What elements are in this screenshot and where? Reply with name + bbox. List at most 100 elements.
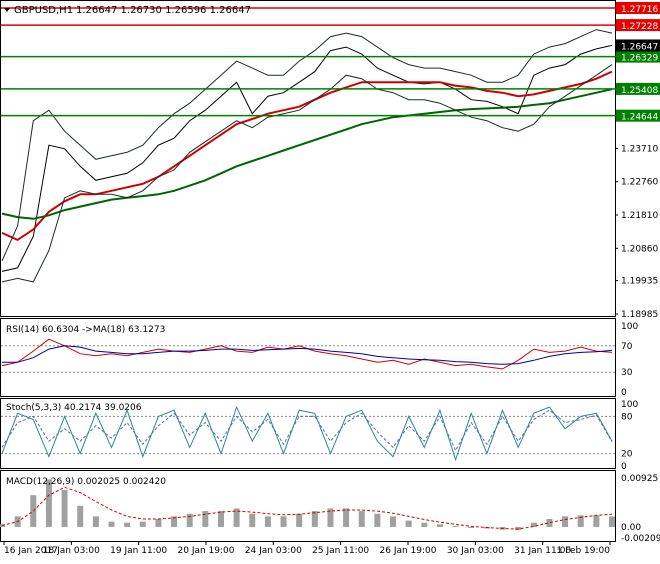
macd-histogram-bar xyxy=(77,505,84,527)
macd-histogram-bar xyxy=(233,508,240,527)
macd-histogram-bar xyxy=(374,513,381,527)
macd-histogram-bar xyxy=(61,489,68,527)
macd-histogram-bar xyxy=(515,526,522,531)
macd-histogram-bar xyxy=(249,513,256,527)
level-tag-1.25408 xyxy=(616,82,660,95)
rsi-tick-label: 100 xyxy=(621,322,638,332)
time-tick-label: 26 Jan 19:00 xyxy=(380,546,437,556)
stoch-tick-label: 80 xyxy=(621,412,633,422)
macd-histogram-bar xyxy=(562,516,569,527)
level-tag-label: 1.24644 xyxy=(621,113,658,123)
macd-histogram-bar xyxy=(468,526,475,528)
macd-histogram-bar xyxy=(92,516,99,527)
level-tag-label: 1.27716 xyxy=(621,5,658,15)
current-price-label: 1.26647 xyxy=(621,42,658,52)
macd-histogram-bar xyxy=(186,513,193,527)
macd-histogram-bar xyxy=(452,525,459,527)
series-rsi xyxy=(1,338,613,370)
macd-plot-layer xyxy=(0,479,615,531)
macd-histogram-bar xyxy=(280,516,287,527)
macd-tick-label: -0.00209 xyxy=(621,534,660,544)
level-tag-1.27716 xyxy=(616,2,660,14)
macd-histogram-bar xyxy=(390,516,397,527)
axis-layer: 1.27716 1.27228 1.26329 1.25408 1.24644 1.266… xyxy=(3,2,660,556)
time-tick-label: 25 Jan 11:00 xyxy=(312,546,369,556)
macd-histogram-bar xyxy=(108,521,115,527)
macd-histogram-bar xyxy=(45,479,52,527)
price-tick-label: 1.22760 xyxy=(621,178,658,188)
stoch-panel[interactable] xyxy=(0,398,616,469)
rsi-tick-label: 0 xyxy=(621,388,627,398)
symbol-dropdown-icon[interactable] xyxy=(4,8,10,12)
macd-histogram-bar xyxy=(30,495,37,527)
price-tick-label: 1.23710 xyxy=(621,144,658,154)
series-bollinger_lower xyxy=(1,64,613,283)
time-tick-label: 24 Jan 03:00 xyxy=(245,546,302,556)
macd-histogram-bar xyxy=(609,516,615,527)
series-ma_slow xyxy=(1,88,613,220)
macd-tick-label: 0.00 xyxy=(621,523,641,533)
macd-histogram-bar xyxy=(217,511,224,527)
macd-histogram-bar xyxy=(530,522,537,527)
price-tick-label: 1.19935 xyxy=(621,277,658,287)
macd-histogram-bar xyxy=(139,521,146,527)
rsi-tick-label: 30 xyxy=(621,368,633,378)
level-tag-label: 1.27228 xyxy=(621,22,658,32)
rsi-plot-layer xyxy=(1,338,615,373)
stoch-tick-label: 20 xyxy=(621,450,633,460)
time-tick-label: 30 Jan 03:00 xyxy=(447,546,504,556)
series-stoch-signal xyxy=(1,409,613,452)
current-price-tag xyxy=(616,39,660,52)
stoch-label: Stoch(5,3,3) 40.2174 39.0206 xyxy=(6,403,142,413)
macd-histogram-bar xyxy=(546,519,553,527)
ohlc-label: 1.26647 1.26730 1.26596 1.26647 xyxy=(76,5,251,16)
macd-histogram-bar xyxy=(155,519,162,527)
macd-histogram-bar xyxy=(311,511,318,527)
stoch-plot-layer xyxy=(1,405,615,462)
macd-label: MACD(12,26,9) 0.002025 0.002420 xyxy=(6,477,166,487)
symbol-label: GBPUSD,H1 xyxy=(14,5,73,16)
macd-histogram-bar xyxy=(593,515,600,527)
price-tick-label: 1.18985 xyxy=(621,310,658,320)
time-tick-label: 20 Jan 19:00 xyxy=(178,546,235,556)
level-tag-label: 1.26329 xyxy=(621,54,658,64)
level-tag-label: 1.25408 xyxy=(621,86,658,96)
rsi-tick-label: 70 xyxy=(621,342,633,352)
series-ma_fast xyxy=(1,70,613,242)
macd-histogram-bar xyxy=(358,511,365,527)
macd-histogram-bar xyxy=(343,508,350,527)
time-tick-label: 31 Jan 11:00 xyxy=(514,546,571,556)
macd-histogram-bar xyxy=(296,513,303,527)
macd-histogram-bar xyxy=(124,522,131,527)
level-tag-1.26329 xyxy=(616,50,660,63)
macd-histogram-bar xyxy=(577,515,584,527)
macd-histogram-bar xyxy=(436,524,443,527)
main-plot-layer xyxy=(1,7,616,283)
series-price xyxy=(1,44,613,272)
series-bollinger_upper xyxy=(1,29,613,262)
macd-histogram-bar xyxy=(327,508,334,527)
macd-histogram-bar xyxy=(405,520,412,527)
stoch-tick-label: 100 xyxy=(621,400,638,410)
level-tag-1.27228 xyxy=(616,19,660,32)
series-stoch-main xyxy=(1,405,613,462)
price-tick-label: 1.20860 xyxy=(621,244,658,254)
main-panel[interactable] xyxy=(0,0,616,317)
time-tick-label: 16 Jan 2017 xyxy=(4,546,58,556)
macd-histogram-bar xyxy=(202,511,209,527)
rsi-panel[interactable] xyxy=(0,318,616,397)
macd-histogram-bar xyxy=(171,516,178,527)
series-rsi-ma xyxy=(2,345,613,365)
level-tag-1.24644 xyxy=(616,109,660,122)
rsi-label: RSI(14) 60.6304 ->MA(18) 63.1273 xyxy=(6,325,165,335)
time-tick-label: 19 Jan 11:00 xyxy=(110,546,167,556)
time-tick-label: 1 Feb 19:00 xyxy=(557,546,611,556)
macd-histogram-bar xyxy=(421,522,428,527)
macd-panel[interactable] xyxy=(0,470,616,542)
stoch-tick-label: 0 xyxy=(621,462,627,472)
price-tick-label: 1.21810 xyxy=(621,211,658,221)
macd-tick-label: 0.00925 xyxy=(621,474,658,484)
time-tick-label: 18 Jan 03:00 xyxy=(43,546,100,556)
macd-histogram-bar xyxy=(264,516,271,527)
